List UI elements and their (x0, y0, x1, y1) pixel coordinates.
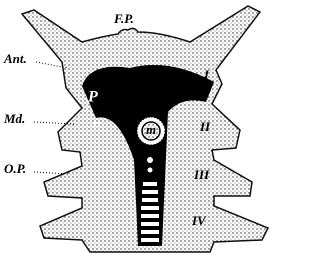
label: II (199, 119, 211, 134)
label: IV (191, 213, 207, 228)
label: D (91, 120, 100, 132)
head-cavity (82, 65, 214, 246)
label: P (87, 89, 98, 106)
label: O.P. (4, 161, 26, 176)
label: Md. (3, 111, 25, 126)
label: I (203, 67, 210, 82)
mouth (141, 121, 161, 141)
leader-lines (33, 61, 75, 175)
label: Ant. (3, 51, 27, 66)
ventral-rungs (141, 157, 159, 242)
label: F.P. (113, 11, 134, 26)
label: m (146, 122, 156, 137)
label: III (193, 167, 210, 182)
illustration: F.P. Ant. Md. O.P. I II III IV P D m (3, 5, 270, 253)
